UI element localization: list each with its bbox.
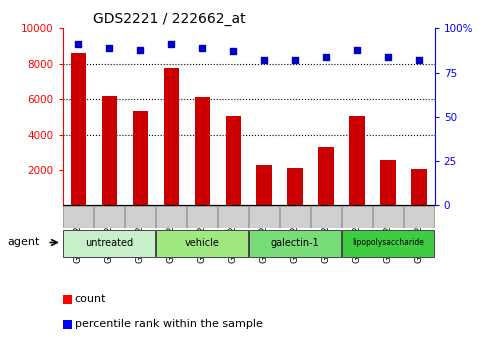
Bar: [63, 295, 72, 304]
Text: vehicle: vehicle: [185, 238, 220, 248]
Point: [415, 57, 423, 63]
Bar: [287, 168, 303, 205]
Point: [168, 41, 175, 47]
Bar: [94, 206, 125, 228]
Point: [229, 48, 237, 54]
Text: GDS2221 / 222662_at: GDS2221 / 222662_at: [93, 12, 245, 26]
Bar: [156, 206, 186, 228]
Point: [136, 47, 144, 52]
Point: [260, 57, 268, 63]
Bar: [156, 230, 248, 257]
Point: [105, 45, 113, 51]
Point: [199, 45, 206, 51]
Bar: [256, 165, 272, 205]
Bar: [226, 116, 241, 205]
Bar: [280, 206, 311, 228]
Point: [384, 54, 392, 59]
Text: agent: agent: [7, 238, 40, 247]
Bar: [342, 206, 372, 228]
Bar: [373, 206, 403, 228]
Point: [74, 41, 82, 47]
Bar: [404, 206, 434, 228]
Text: untreated: untreated: [85, 238, 133, 248]
Bar: [63, 230, 156, 257]
Bar: [63, 320, 72, 329]
Bar: [249, 206, 280, 228]
Text: percentile rank within the sample: percentile rank within the sample: [75, 319, 263, 329]
Bar: [132, 111, 148, 205]
Bar: [218, 206, 248, 228]
Text: count: count: [75, 294, 106, 304]
Bar: [195, 97, 210, 205]
Bar: [249, 230, 341, 257]
Bar: [63, 206, 94, 228]
Bar: [71, 53, 86, 205]
Bar: [164, 68, 179, 205]
Point: [354, 47, 361, 52]
Text: galectin-1: galectin-1: [271, 238, 320, 248]
Text: lipopolysaccharide: lipopolysaccharide: [352, 238, 424, 247]
Point: [291, 57, 299, 63]
Bar: [318, 147, 334, 205]
Bar: [350, 116, 365, 205]
Bar: [381, 160, 396, 205]
Bar: [125, 206, 156, 228]
Bar: [101, 96, 117, 205]
Bar: [342, 230, 434, 257]
Bar: [412, 169, 427, 205]
Point: [322, 54, 330, 59]
Bar: [187, 206, 217, 228]
Bar: [311, 206, 341, 228]
